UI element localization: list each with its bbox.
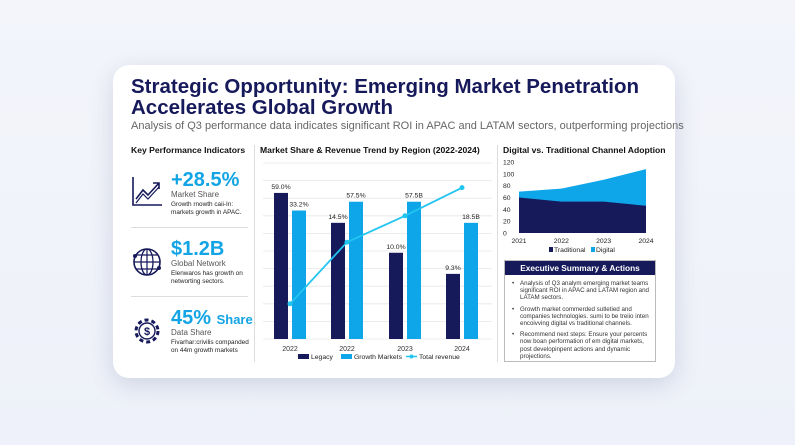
data-label: 57.5B (405, 193, 423, 200)
area-chart: 0 20 40 60 80 100 120 2021 2022 2023 2024 Tradition… (503, 160, 654, 255)
legend-label: Traditional (554, 247, 586, 254)
total-revenue-point (344, 239, 350, 245)
bar-chart-title: Market Share & Revenue Trend by Region (… (260, 145, 480, 155)
globe-network-icon (133, 248, 161, 276)
legacy-bar (274, 192, 288, 339)
y-tick-label: 20 (503, 219, 511, 226)
bar-line-chart: 59.0% 33.2% 2022 14.5% 57.5% 2022 10.0% 57.5B 20… (263, 162, 492, 361)
y-tick-label: 60 (503, 195, 511, 202)
y-tick-label: 120 (503, 160, 515, 167)
x-tick-label: 2024 (454, 346, 470, 353)
traditional-area (519, 197, 646, 233)
kpi-heading: Key Performance Indicators (131, 145, 246, 155)
y-tick-label: 0 (503, 231, 507, 238)
gear-dollar-icon: $ (134, 318, 160, 344)
kpi-value-suffix: Share (216, 312, 253, 327)
summary-item: Recommend next steps: Ensure your percen… (511, 331, 649, 360)
data-label: 57.5% (346, 193, 365, 200)
x-tick-label: 2022 (554, 238, 569, 245)
data-label: 10.0% (386, 244, 405, 251)
data-label: 33.2% (289, 202, 308, 209)
x-tick-label: 2021 (511, 238, 526, 245)
x-tick-label: 2022 (282, 346, 298, 353)
y-tick-label: 80 (503, 183, 511, 190)
summary-heading: Executive Summary & Actions (505, 261, 655, 275)
kpi-label: Data Share (171, 328, 212, 337)
divider (497, 145, 498, 362)
trend-up-chart-icon (132, 177, 162, 206)
data-label: 59.0% (271, 184, 290, 191)
page-title: Strategic Opportunity: Emerging Market P… (131, 75, 640, 119)
legend-swatch-traditional (549, 247, 553, 252)
divider (254, 145, 255, 362)
kpi-value-number: 45% (171, 307, 212, 329)
total-revenue-point (402, 213, 408, 219)
summary-item: Growth market commerded sutletied and co… (511, 306, 649, 328)
x-tick-label: 2024 (638, 238, 653, 245)
legend-label: Total revenue (419, 354, 460, 361)
growth-markets-bar (349, 201, 363, 339)
growth-markets-bar (464, 222, 478, 339)
area-chart-title: Digital vs. Traditional Channel Adoption (503, 145, 666, 155)
total-revenue-point (459, 185, 465, 191)
x-tick-label: 2023 (397, 346, 413, 353)
data-label: 14.5% (328, 214, 347, 221)
divider (131, 227, 248, 228)
kpi-value: +28.5% (171, 169, 240, 191)
total-revenue-line (289, 186, 463, 305)
legend-label: Legacy (311, 354, 334, 361)
legend-swatch-digital (591, 247, 595, 252)
total-revenue-point (287, 301, 293, 307)
legacy-bar (446, 273, 460, 339)
kpi-label: Global Network (171, 259, 226, 268)
legacy-bar (331, 222, 345, 339)
legacy-bar (389, 252, 403, 339)
data-label: 18.5B (462, 214, 480, 221)
kpi-description: Fivarhar:crivilis companded on 44m growt… (171, 339, 249, 354)
y-tick-label: 40 (503, 207, 511, 214)
divider (131, 296, 248, 297)
y-tick-label: 100 (503, 171, 515, 178)
x-tick-label: 2022 (339, 346, 355, 353)
legend-swatch-legacy (298, 354, 309, 359)
kpi-description: Growth rnowth caii-In: markets growth in… (171, 201, 242, 216)
legend-label: Growth Markets (354, 354, 403, 361)
growth-markets-bar (407, 201, 421, 339)
kpi-description: Elenwaros has growth on networting secto… (171, 270, 243, 285)
legend-label: Digital (596, 247, 615, 254)
executive-summary-panel: Executive Summary & Actions Analysis of … (504, 260, 656, 362)
page-subtitle: Analysis of Q3 performance data indicate… (131, 120, 684, 132)
kpi-label: Market Share (171, 190, 220, 199)
kpi-value: 45% Share (171, 307, 253, 330)
data-label: 9.3% (445, 265, 461, 272)
legend-swatch-point (409, 354, 414, 359)
legend-swatch-growth (341, 354, 352, 359)
summary-item: Analysis of Q3 analym emerging market te… (511, 280, 649, 302)
growth-markets-bar (292, 210, 306, 339)
summary-list: Analysis of Q3 analym emerging market te… (505, 275, 655, 360)
svg-text:$: $ (144, 326, 150, 338)
x-tick-label: 2023 (596, 238, 611, 245)
kpi-value: $1.2B (171, 238, 225, 260)
